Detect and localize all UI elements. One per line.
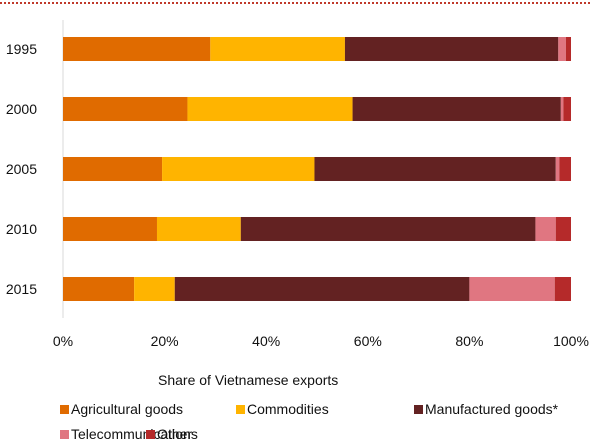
bars-group: [63, 37, 571, 301]
bar-segment: [162, 157, 315, 181]
bar-segment: [174, 277, 470, 301]
y-tick-label: 2010: [6, 221, 37, 237]
bar-segment: [240, 217, 536, 241]
y-tick-label: 2005: [6, 161, 37, 177]
x-axis-title: Share of Vietnamese exports: [158, 372, 338, 388]
bar-segment: [344, 37, 559, 61]
y-tick-label: 1995: [6, 41, 37, 57]
legend: Agricultural goods Commodities Manufacture…: [60, 401, 559, 442]
legend-label: Telecommunications: [71, 426, 198, 442]
bar-segment: [469, 277, 555, 301]
bar-segment: [63, 157, 163, 181]
bar-segment: [210, 37, 345, 61]
y-tick-labels: 1995 2000 2005 2010 2015: [6, 41, 37, 297]
bar-segment: [63, 217, 157, 241]
bar-segment: [63, 277, 135, 301]
bar-segment: [63, 97, 188, 121]
bar-segment: [565, 37, 571, 61]
bar-segment: [560, 97, 564, 121]
bar-segment: [555, 157, 560, 181]
legend-label: Agricultural goods: [71, 401, 183, 417]
x-tick-label: 20%: [151, 333, 179, 349]
bar-segment: [314, 157, 556, 181]
legend-swatch: [146, 430, 155, 439]
x-tick-label: 60%: [354, 333, 382, 349]
bar-segment: [558, 37, 566, 61]
bar-segment: [555, 217, 571, 241]
legend-swatch: [414, 405, 423, 414]
bar-segment: [187, 97, 353, 121]
y-tick-label: 2000: [6, 101, 37, 117]
bar-segment: [535, 217, 556, 241]
legend-label: Commodities: [247, 401, 329, 417]
bar-segment: [554, 277, 571, 301]
legend-swatch: [60, 405, 69, 414]
x-tick-label: 0%: [53, 333, 73, 349]
legend-label: Other: [157, 426, 192, 442]
bar-segment: [134, 277, 175, 301]
x-tick-label: 40%: [252, 333, 280, 349]
bar-segment: [63, 37, 211, 61]
bar-segment: [559, 157, 571, 181]
x-tick-label: 80%: [455, 333, 483, 349]
legend-swatch: [236, 405, 245, 414]
bar-segment: [563, 97, 571, 121]
bar-segment: [156, 217, 241, 241]
y-tick-label: 2015: [6, 281, 37, 297]
x-tick-labels: 0% 20% 40% 60% 80% 100%: [53, 333, 589, 349]
legend-label: Manufactured goods*: [425, 401, 559, 417]
x-tick-label: 100%: [553, 333, 589, 349]
bar-segment: [352, 97, 561, 121]
legend-swatch: [60, 430, 69, 439]
